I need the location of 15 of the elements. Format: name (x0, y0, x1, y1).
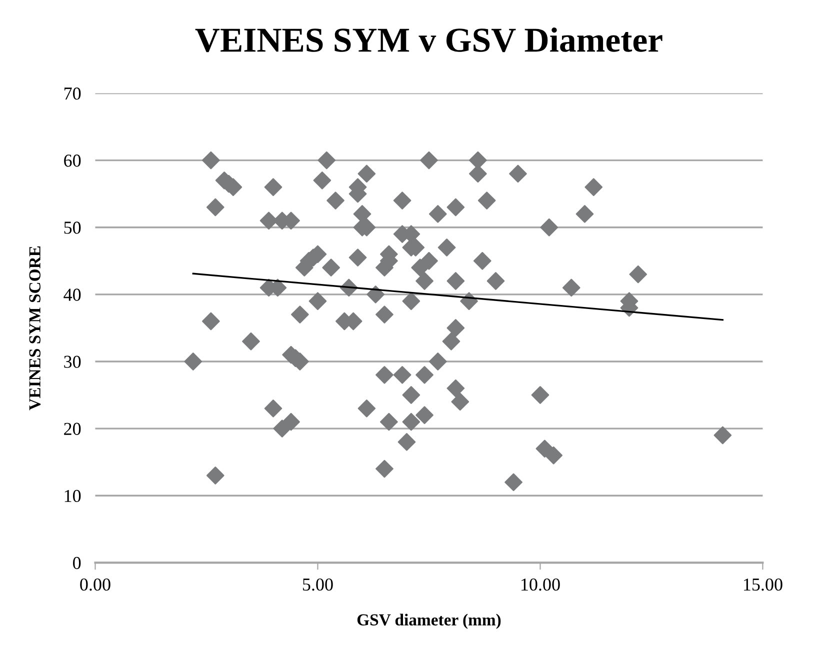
y-tick-label: 20 (64, 422, 81, 435)
y-tick-label: 70 (64, 87, 81, 100)
chart-title: VEINES SYM v GSV Diameter (195, 27, 662, 52)
x-tick-label: 5.00 (302, 578, 333, 591)
y-tick-label: 60 (64, 154, 81, 167)
y-tick-label: 0 (73, 556, 81, 570)
x-tick-label: 0.00 (80, 578, 110, 591)
y-tick-label: 50 (64, 222, 81, 234)
x-tick-label: 10.00 (522, 578, 560, 591)
y-axis-title: VEINES SYM SCORE (29, 246, 41, 410)
y-tick-label: 10 (64, 490, 81, 502)
y-tick-label: 30 (64, 356, 81, 368)
x-tick-label: 15.00 (744, 578, 782, 591)
x-axis-title: GSV diameter (mm) (357, 614, 501, 629)
y-tick-label: 40 (64, 288, 81, 301)
